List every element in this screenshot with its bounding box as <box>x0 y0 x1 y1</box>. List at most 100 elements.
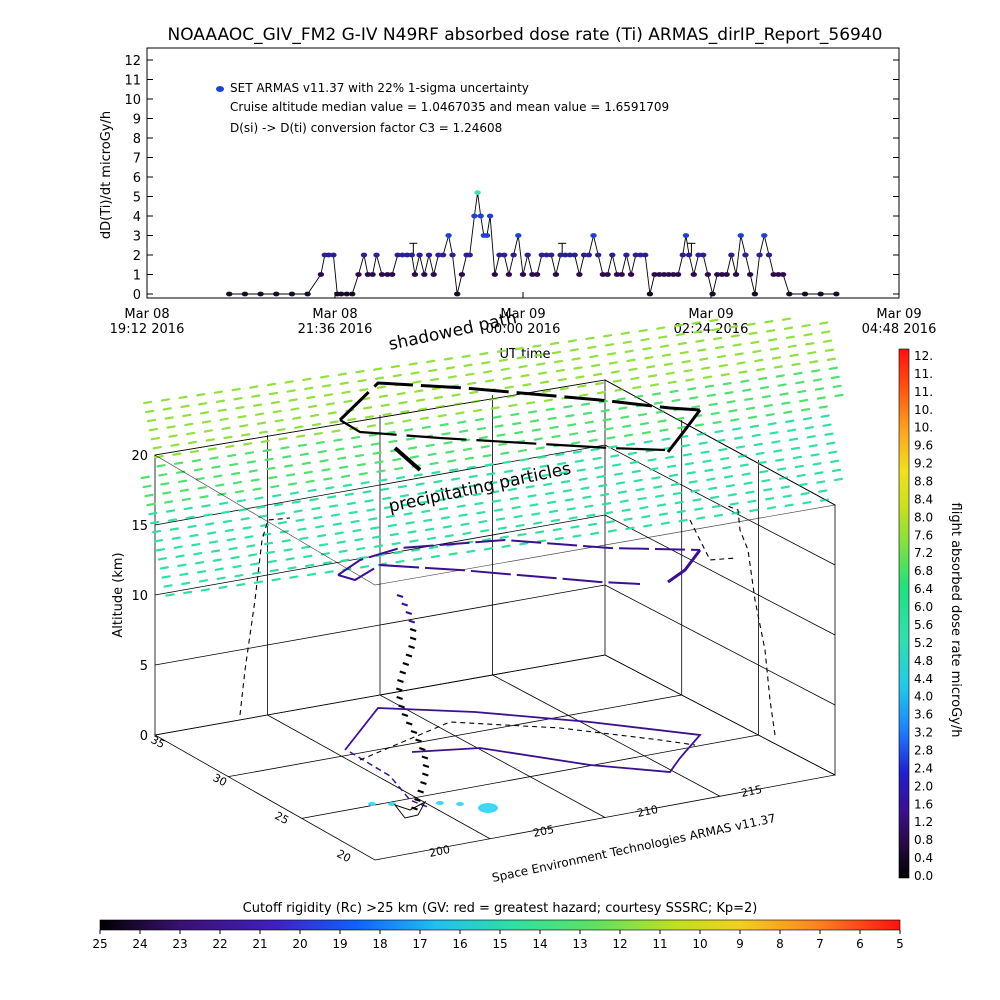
particle-dash <box>816 396 826 400</box>
particle-dash <box>773 449 783 453</box>
particle-dash <box>606 352 617 356</box>
particle-dash <box>413 473 423 477</box>
particle-dash <box>722 382 732 386</box>
particle-dash <box>622 340 632 344</box>
particle-dash <box>240 517 250 521</box>
particle-dash <box>390 364 400 369</box>
particle-dash <box>227 453 237 458</box>
particle-dash <box>519 458 529 462</box>
particle-dash <box>529 419 540 423</box>
particle-dash <box>148 427 159 432</box>
particle-dash <box>562 489 572 493</box>
particle-dash <box>798 482 808 487</box>
particle-dash <box>384 421 394 426</box>
particle-dash <box>501 544 511 548</box>
particle-dash <box>779 392 789 396</box>
dose-colorbar-tick: 4.8 <box>914 654 933 668</box>
particle-dash <box>820 498 830 502</box>
particle-dash <box>548 509 559 514</box>
left-wall-projection <box>239 517 291 716</box>
particle-dash <box>456 504 466 508</box>
top-y-tick-label: 1 <box>133 269 141 284</box>
particle-dash <box>687 387 697 391</box>
particle-dash <box>191 458 202 463</box>
particle-dash <box>608 361 619 365</box>
particle-dash <box>483 370 493 374</box>
particle-dash <box>822 423 832 427</box>
particle-dash <box>483 547 494 551</box>
particle-dash <box>704 384 715 388</box>
particle-dash <box>358 472 368 476</box>
particle-dash <box>622 424 632 428</box>
particle-dash <box>185 515 195 520</box>
particle-dash <box>624 433 634 437</box>
particle-dash <box>449 468 459 472</box>
climb-dash <box>401 602 409 607</box>
particle-dash <box>250 562 260 566</box>
particle-dash <box>393 550 403 555</box>
particle-dash <box>370 526 380 530</box>
particle-dash <box>269 568 279 573</box>
climb-dash <box>420 780 427 786</box>
particle-dash <box>811 369 821 373</box>
particle-dash <box>620 415 630 419</box>
particle-dash <box>317 534 327 538</box>
particle-dash <box>407 530 417 534</box>
particle-dash <box>600 493 610 497</box>
dose-point <box>751 291 759 297</box>
particle-dash <box>686 471 696 475</box>
dose-point <box>685 252 693 258</box>
particle-dash <box>297 443 308 447</box>
dose-point <box>562 252 569 258</box>
particle-dash <box>643 524 653 528</box>
rigidity-tick-label: 5 <box>896 937 904 951</box>
particle-dash <box>549 425 559 430</box>
particle-dash <box>749 508 759 513</box>
particle-dash <box>233 396 243 401</box>
particle-dash <box>224 528 234 533</box>
particle-dash <box>613 472 624 476</box>
dose-point <box>637 252 644 258</box>
particle-dash <box>461 354 471 358</box>
particle-dash <box>416 398 426 402</box>
dose-point <box>403 252 411 258</box>
particle-dash <box>665 371 675 376</box>
particle-dash <box>581 402 591 406</box>
top-y-tick-label: 10 <box>124 93 141 108</box>
particle-dash <box>146 502 156 507</box>
particle-dash <box>359 388 369 392</box>
particle-dash <box>584 420 595 425</box>
particle-dash <box>499 535 509 539</box>
particle-dash <box>743 481 753 485</box>
dose-point <box>690 272 697 277</box>
particle-dash <box>248 553 258 557</box>
particle-dash <box>590 447 600 452</box>
particle-dash <box>191 542 201 547</box>
particle-dash <box>193 551 203 556</box>
particle-dash <box>234 573 244 578</box>
particle-dash <box>285 473 296 477</box>
particle-dash <box>569 348 579 352</box>
ground-track-b <box>349 751 431 809</box>
dose-point <box>728 252 735 258</box>
particle-dash <box>656 503 667 507</box>
particle-dash <box>517 448 528 453</box>
particle-dash <box>689 396 699 400</box>
particle-dash <box>775 374 785 378</box>
particle-dash <box>360 565 370 569</box>
particle-dash <box>532 344 542 348</box>
particle-dash <box>462 447 473 452</box>
top-y-tick-label: 11 <box>124 74 141 89</box>
particle-dash <box>460 522 470 526</box>
dose-point <box>576 272 583 277</box>
rigidity-tick-label: 23 <box>172 937 187 951</box>
particle-dash <box>593 372 603 377</box>
particle-dash <box>545 407 555 412</box>
rigidity-tick-label: 15 <box>492 937 507 951</box>
particle-dash <box>591 363 601 368</box>
particle-dash <box>520 374 530 378</box>
particle-dash <box>777 383 787 387</box>
particle-dash <box>640 337 650 342</box>
particle-dash <box>268 391 279 396</box>
dose-point <box>548 252 555 258</box>
